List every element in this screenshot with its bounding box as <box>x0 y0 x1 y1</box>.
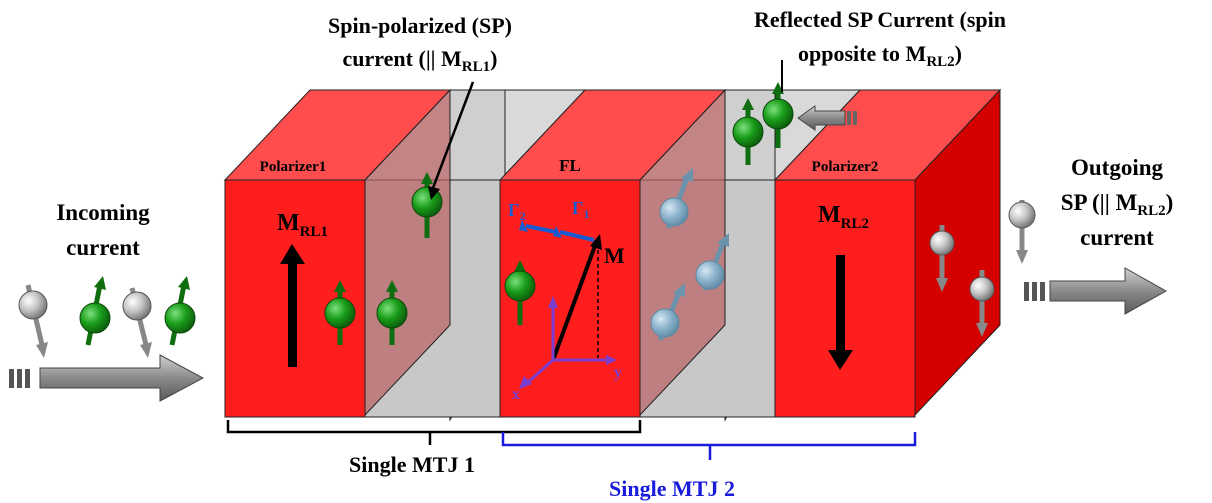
outgoing-line2: SP (|| MRL2) <box>1061 190 1174 219</box>
incoming-spin-green-1 <box>79 276 111 346</box>
axis-y-label: y <box>614 364 622 381</box>
incoming-spin-gray-1 <box>18 284 48 358</box>
fl-side-spin-blue-2 <box>695 233 729 291</box>
reflected-spin-green-1 <box>732 98 764 165</box>
fl-label: FL <box>559 156 581 175</box>
axis-x-label: x <box>512 386 520 403</box>
incoming-current-arrow <box>9 354 205 402</box>
outgoing-line3: current <box>1080 225 1154 250</box>
fl-side-spin-blue-3 <box>650 283 685 341</box>
sp-current-line2: current (|| MRL1) <box>343 46 498 75</box>
p1-spin-green-2 <box>376 280 408 345</box>
incoming-spin-green-2 <box>164 276 196 346</box>
m-rl2-arrow <box>828 255 853 370</box>
outgoing-spin-gray <box>1008 200 1036 264</box>
axes <box>519 296 617 389</box>
reflected-arrow <box>797 105 857 131</box>
p2-side-spin-gray-1 <box>929 225 955 292</box>
incoming-line1: Incoming <box>56 200 150 225</box>
outgoing-current-arrow <box>1024 267 1168 315</box>
sp-current-line1: Spin-polarized (SP) <box>328 13 512 38</box>
mtj1-label: Single MTJ 1 <box>349 452 475 477</box>
m-rl2-label: MRL2 <box>818 202 869 232</box>
mtj1-brace <box>226 420 642 434</box>
gamma1-arrow <box>553 226 595 242</box>
incoming-spin-gray-2 <box>122 287 152 358</box>
gamma1-label: Γ1 <box>572 198 589 221</box>
m-rl1-arrow <box>280 244 305 367</box>
outgoing-line1: Outgoing <box>1071 155 1164 180</box>
m-rl1-label: MRL1 <box>277 210 328 240</box>
p1-spin-green-1 <box>324 280 356 345</box>
fl-side-spin-blue-1 <box>659 168 693 229</box>
sp-pointer-line <box>431 81 475 189</box>
fl-spin-green <box>504 260 536 325</box>
polarizer1-label: Polarizer1 <box>260 159 327 175</box>
fl-m-vector <box>551 234 602 361</box>
reflected-line1: Reflected SP Current (spin <box>754 7 1006 32</box>
reflected-line2: opposite to MRL2) <box>798 41 962 70</box>
m-vector-label: M <box>604 243 625 268</box>
mtj2-label: Single MTJ 2 <box>609 476 735 501</box>
gamma2-label: Γ2 <box>508 200 525 223</box>
gamma2-arrow <box>519 220 557 234</box>
p2-side-spin-gray-2 <box>969 270 995 337</box>
sp-pointer-head <box>428 186 440 200</box>
incoming-line2: current <box>66 235 140 260</box>
polarizer2-label: Polarizer2 <box>812 159 879 175</box>
mtj2-brace <box>501 432 917 447</box>
